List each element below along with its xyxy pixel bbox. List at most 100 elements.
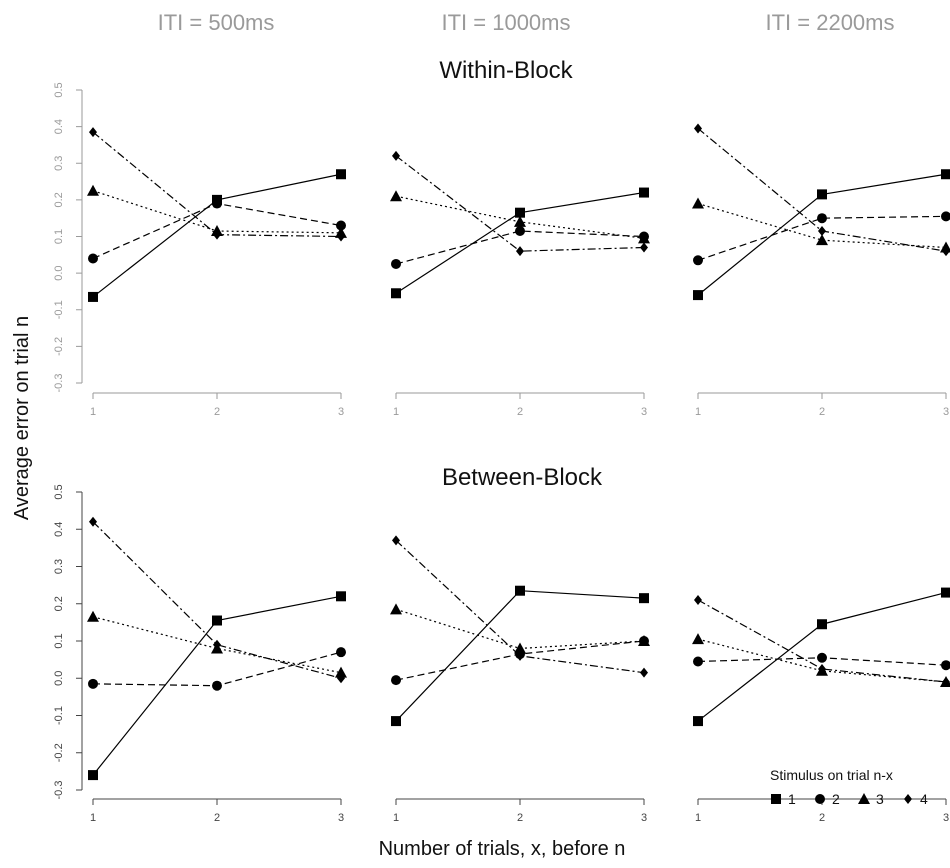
column-title-1000ms: ITI = 1000ms — [441, 10, 570, 35]
series-4-point — [213, 639, 221, 650]
legend-marker-2 — [815, 794, 825, 804]
series-2-point — [515, 226, 525, 237]
series-1-point — [336, 169, 346, 180]
x-tick-label: 2 — [819, 812, 825, 824]
panels-group: 1 2 3-0.3-0.2-0.10.00.10.20.30.40.51 2 3 1 2 31… — [53, 82, 950, 824]
series-2-point — [693, 656, 703, 667]
series-1-point — [941, 169, 950, 180]
series-line-2 — [395, 230, 645, 265]
x-tick-label: 1 — [90, 406, 96, 418]
series-2-point — [391, 675, 401, 686]
y-tick-label: 0.2 — [53, 192, 65, 207]
panel-5: 1 2 3 — [390, 535, 650, 824]
series-1-point — [693, 290, 703, 301]
series-line-3 — [697, 638, 947, 683]
row-title-between-block: Between-Block — [442, 464, 603, 491]
x-tick-label: 3 — [641, 812, 647, 824]
series-3-point — [87, 610, 99, 622]
panel-2: 1 2 3 — [390, 150, 650, 418]
series-2-point — [212, 680, 222, 691]
series-3-point — [87, 184, 99, 196]
x-tick-label: 1 — [695, 406, 701, 418]
series-line-2 — [92, 651, 342, 687]
series-2-point — [817, 213, 827, 224]
row-title-within-block: Within-Block — [439, 57, 573, 84]
x-tick-label: 3 — [338, 812, 344, 824]
y-tick-label: 0.5 — [53, 484, 65, 499]
series-3-point — [514, 215, 526, 227]
series-1-point — [391, 288, 401, 299]
series-2-point — [391, 258, 401, 269]
y-tick-label: 0.1 — [53, 633, 65, 648]
x-tick-label: 2 — [517, 406, 523, 418]
x-tick-label: 3 — [641, 406, 647, 418]
series-2-point — [941, 211, 950, 222]
series-3-point — [390, 603, 402, 615]
series-1-point — [515, 585, 525, 596]
series-4-point — [942, 246, 950, 257]
y-tick-label: 0.3 — [53, 559, 65, 574]
series-line-2 — [697, 215, 947, 261]
series-4-point — [694, 123, 702, 134]
y-tick-label: -0.2 — [53, 743, 65, 762]
y-tick-label: -0.3 — [53, 374, 65, 393]
y-tick-label: 0.4 — [53, 522, 65, 537]
series-2-point — [88, 678, 98, 689]
series-line-4 — [395, 539, 645, 674]
series-4-point — [640, 667, 648, 678]
y-tick-label: -0.1 — [53, 300, 65, 319]
series-3-point — [638, 635, 650, 646]
legend-title: Stimulus on trial n-x — [770, 767, 893, 783]
x-tick-label: 2 — [517, 812, 523, 824]
series-3-point — [692, 633, 704, 645]
series-3-point — [638, 232, 650, 244]
y-tick-label: 0.3 — [53, 156, 65, 171]
y-tick-label: 0.0 — [53, 671, 65, 686]
y-tick-label: 0.5 — [53, 82, 65, 97]
legend-marker-1 — [771, 794, 781, 804]
series-2-point — [336, 647, 346, 658]
x-tick-label: 3 — [338, 406, 344, 418]
series-line-1 — [395, 191, 645, 294]
series-3-point — [335, 666, 347, 678]
series-1-point — [817, 619, 827, 630]
x-tick-label: 3 — [943, 812, 949, 824]
series-2-point — [817, 652, 827, 663]
y-tick-label: -0.1 — [53, 706, 65, 725]
series-1-point — [941, 587, 950, 598]
series-1-point — [88, 291, 98, 302]
x-tick-label: 1 — [695, 812, 701, 824]
series-4-point — [392, 150, 400, 161]
legend-label-4: 4 — [920, 791, 928, 807]
series-4-point — [516, 246, 524, 257]
legend-items: 1 2 3 4 — [771, 791, 928, 807]
x-tick-label: 1 — [393, 406, 399, 418]
y-tick-label: 0.2 — [53, 596, 65, 611]
x-tick-label: 2 — [214, 812, 220, 824]
y-tick-label: 0.1 — [53, 229, 65, 244]
series-4-point — [818, 663, 826, 674]
series-3-point — [816, 234, 828, 246]
series-4-point — [89, 516, 97, 527]
legend-label-2: 2 — [832, 791, 840, 807]
legend-marker-3 — [858, 793, 870, 804]
column-title-2200ms: ITI = 2200ms — [765, 10, 894, 35]
y-tick-label: -0.3 — [53, 781, 65, 800]
y-tick-label: 0.4 — [53, 119, 65, 134]
x-axis-title: Number of trials, x, before n — [379, 838, 626, 860]
series-1-point — [693, 716, 703, 727]
x-tick-label: 1 — [393, 812, 399, 824]
series-4-point — [516, 650, 524, 661]
series-2-point — [212, 198, 222, 209]
series-4-point — [337, 673, 345, 684]
series-1-point — [336, 591, 346, 602]
y-tick-label: 0.0 — [53, 265, 65, 280]
series-1-point — [639, 187, 649, 198]
series-3-point — [514, 642, 526, 654]
series-4-point — [640, 242, 648, 253]
panel-4: 1 2 3 -0.3 -0.2 -0.1 0.0 0.1 0.2 0.3 0.4 0.5 — [53, 484, 347, 824]
series-1-point — [639, 593, 649, 604]
panel-6: 1 2 3 — [692, 587, 950, 824]
x-tick-label: 3 — [943, 406, 949, 418]
